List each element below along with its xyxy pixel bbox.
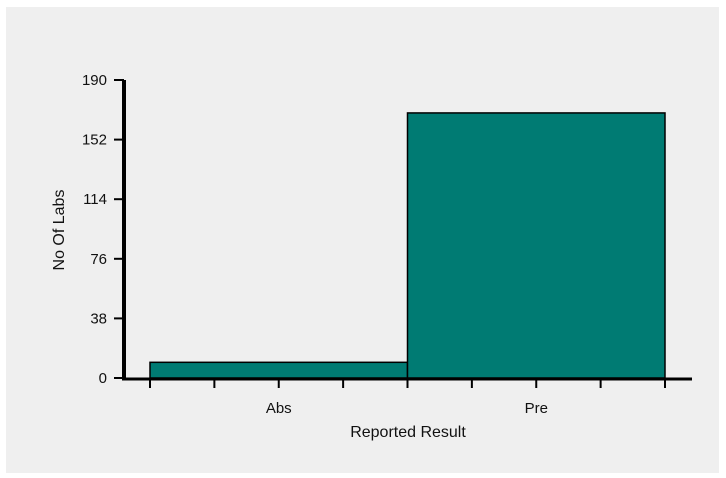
- bar-abs: [149, 361, 409, 379]
- y-ticks-group: 0 38 76 114 152 190: [82, 72, 124, 387]
- y-tick-label: 0: [99, 370, 107, 387]
- y-tick-label: 152: [82, 132, 107, 149]
- x-tick-label-pre: Pre: [525, 400, 548, 417]
- y-tick-label: 76: [90, 251, 107, 268]
- y-tick-label: 38: [90, 310, 107, 327]
- bar-pre: [406, 112, 666, 379]
- y-tick-label: 114: [83, 191, 107, 208]
- x-tick-labels-group: Abs Pre: [266, 400, 548, 417]
- bars-group: [149, 112, 666, 379]
- x-axis-title: Reported Result: [350, 424, 466, 441]
- x-tick-label-abs: Abs: [266, 400, 292, 417]
- y-tick-label: 190: [82, 72, 107, 89]
- y-axis-title: No Of Labs: [51, 190, 68, 271]
- x-minor-ticks-group: [149, 379, 666, 388]
